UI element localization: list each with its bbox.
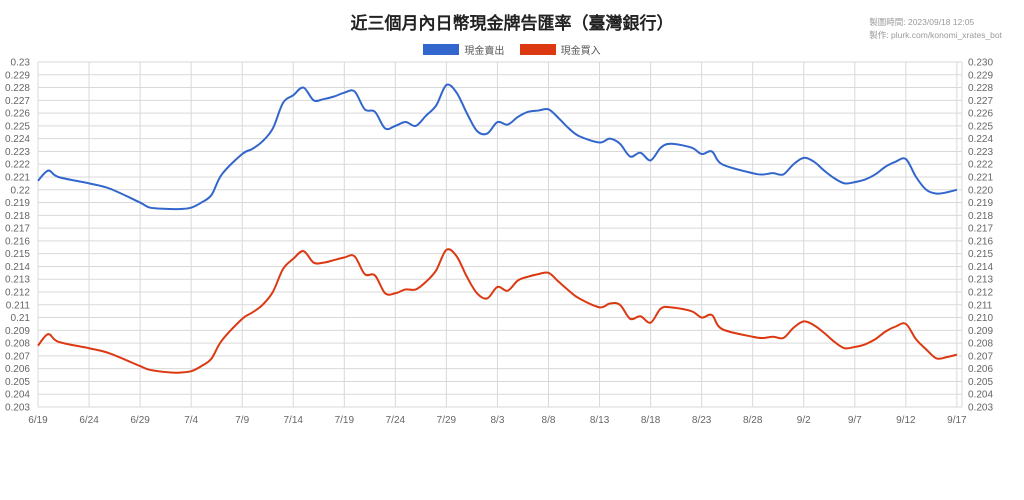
y-tick-label-left: 0.212 xyxy=(5,288,30,299)
y-tick-label-right: 0.224 xyxy=(968,134,993,145)
x-tick-label: 6/24 xyxy=(79,415,99,426)
y-tick-label-right: 0.212 xyxy=(968,288,993,299)
x-tick-label: 6/19 xyxy=(28,415,48,426)
y-tick-label-left: 0.207 xyxy=(5,351,30,362)
series-line-buy xyxy=(37,248,958,374)
y-tick-label-left: 0.222 xyxy=(5,160,30,171)
x-tick-label: 6/29 xyxy=(130,415,150,426)
y-tick-label-right: 0.218 xyxy=(968,211,993,222)
legend-swatch-buy xyxy=(519,44,556,55)
y-tick-label-right: 0.203 xyxy=(968,403,993,414)
y-tick-label-left: 0.229 xyxy=(5,70,30,81)
x-tick-label: 7/9 xyxy=(235,415,249,426)
y-tick-label-right: 0.207 xyxy=(968,351,993,362)
x-tick-label: 7/24 xyxy=(386,415,406,426)
y-tick-label-left: 0.218 xyxy=(5,211,30,222)
y-tick-label-left: 0.21 xyxy=(11,313,31,324)
y-tick-label-right: 0.214 xyxy=(968,262,993,273)
y-tick-label-right: 0.227 xyxy=(968,96,993,107)
x-tick-label: 8/18 xyxy=(641,415,661,426)
y-tick-label-left: 0.204 xyxy=(5,390,30,401)
y-tick-label-right: 0.205 xyxy=(968,377,993,388)
chart-meta: 製圖時間: 2023/09/18 12:05 製作: plurk.com/kon… xyxy=(869,16,1002,42)
y-tick-label-left: 0.214 xyxy=(5,262,30,273)
y-tick-label-left: 0.223 xyxy=(5,147,30,158)
x-tick-label: 9/12 xyxy=(896,415,916,426)
y-tick-label-right: 0.220 xyxy=(968,185,993,196)
x-tick-label: 9/2 xyxy=(797,415,811,426)
y-tick-label-left: 0.209 xyxy=(5,326,30,337)
y-tick-label-right: 0.216 xyxy=(968,236,993,247)
author-credit-text: 製作: plurk.com/konomi_xrates_bot xyxy=(869,30,1002,40)
generated-time-text: 製圖時間: 2023/09/18 12:05 xyxy=(869,17,975,27)
x-tick-label: 9/17 xyxy=(947,415,967,426)
y-tick-label-left: 0.217 xyxy=(5,224,30,235)
y-tick-label-left: 0.216 xyxy=(5,236,30,247)
x-tick-label: 7/19 xyxy=(335,415,355,426)
y-tick-label-right: 0.208 xyxy=(968,339,993,350)
y-tick-label-right: 0.206 xyxy=(968,364,993,375)
legend-swatch-sell xyxy=(423,44,460,55)
x-tick-label: 7/4 xyxy=(184,415,198,426)
y-tick-label-left: 0.226 xyxy=(5,109,30,120)
x-tick-label: 8/23 xyxy=(692,415,712,426)
y-tick-label-right: 0.225 xyxy=(968,121,993,132)
y-tick-label-left: 0.206 xyxy=(5,364,30,375)
y-tick-label-left: 0.23 xyxy=(11,58,31,69)
y-tick-label-left: 0.203 xyxy=(5,403,30,414)
y-tick-label-right: 0.211 xyxy=(968,300,993,311)
y-tick-label-left: 0.225 xyxy=(5,121,30,132)
y-tick-label-left: 0.22 xyxy=(11,185,31,196)
y-tick-label-right: 0.222 xyxy=(968,160,993,171)
chart-title: 近三個月內日幣現金牌告匯率（臺灣銀行） xyxy=(350,14,674,34)
legend-label-buy: 現金買入 xyxy=(560,46,601,57)
y-tick-label-right: 0.215 xyxy=(968,249,993,260)
series-line-sell xyxy=(37,83,958,211)
y-tick-label-left: 0.208 xyxy=(5,339,30,350)
chart-legend: 現金賣出 現金買入 xyxy=(0,42,1024,58)
x-tick-label: 7/14 xyxy=(284,415,304,426)
y-tick-label-left: 0.215 xyxy=(5,249,30,260)
legend-label-sell: 現金賣出 xyxy=(464,46,505,57)
y-tick-label-left: 0.211 xyxy=(6,300,31,311)
y-tick-label-left: 0.224 xyxy=(5,134,30,145)
y-tick-label-right: 0.230 xyxy=(968,58,993,69)
y-tick-label-right: 0.229 xyxy=(968,70,993,81)
y-tick-label-left: 0.227 xyxy=(5,96,30,107)
legend-item-sell[interactable]: 現金賣出 xyxy=(423,42,504,57)
x-tick-label: 8/28 xyxy=(743,415,763,426)
x-tick-label: 7/29 xyxy=(437,415,457,426)
legend-item-buy[interactable]: 現金買入 xyxy=(519,42,601,57)
y-tick-label-right: 0.204 xyxy=(968,390,993,401)
x-tick-label: 8/3 xyxy=(490,415,504,426)
y-tick-label-right: 0.213 xyxy=(968,275,993,286)
y-tick-label-right: 0.219 xyxy=(968,198,993,209)
x-tick-label: 8/13 xyxy=(590,415,610,426)
y-tick-label-right: 0.221 xyxy=(968,173,993,184)
y-tick-label-right: 0.217 xyxy=(968,224,993,235)
y-tick-label-left: 0.205 xyxy=(5,377,30,388)
y-tick-label-right: 0.209 xyxy=(968,326,993,337)
y-tick-label-left: 0.219 xyxy=(5,198,30,209)
y-tick-label-left: 0.228 xyxy=(5,83,30,94)
y-tick-label-right: 0.223 xyxy=(968,147,993,158)
y-tick-label-right: 0.228 xyxy=(968,83,993,94)
x-tick-label: 8/8 xyxy=(542,415,556,426)
y-tick-label-right: 0.210 xyxy=(968,313,993,324)
y-tick-label-left: 0.221 xyxy=(5,173,30,184)
x-tick-label: 9/7 xyxy=(848,415,862,426)
y-tick-label-left: 0.213 xyxy=(5,275,30,286)
y-tick-label-right: 0.226 xyxy=(968,109,993,120)
